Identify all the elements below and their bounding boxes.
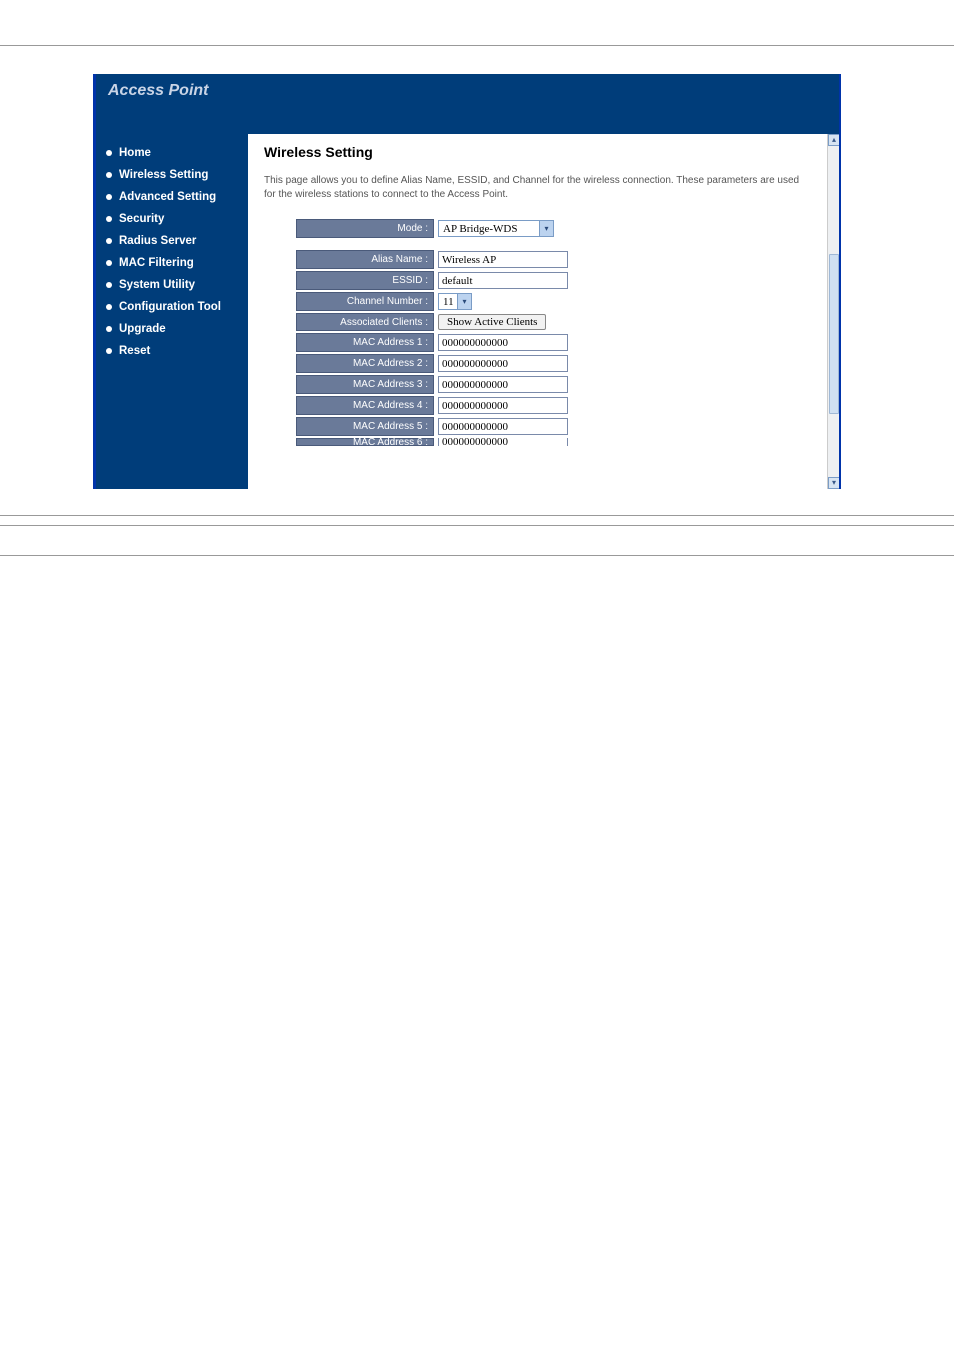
sidebar-item-label: Security: [119, 213, 164, 225]
show-active-clients-button[interactable]: Show Active Clients: [438, 314, 546, 330]
mac5-input[interactable]: [438, 418, 568, 435]
sidebar-item-home[interactable]: Home: [96, 142, 248, 164]
cell-mode: AP Bridge-WDS ▾: [434, 219, 656, 238]
sidebar-item-label: Radius Server: [119, 235, 196, 247]
bullet-icon: [106, 216, 112, 222]
mac4-input[interactable]: [438, 397, 568, 414]
bullet-icon: [106, 172, 112, 178]
sidebar-item-label: Advanced Setting: [119, 191, 216, 203]
sidebar-item-security[interactable]: Security: [96, 208, 248, 230]
label-mac4: MAC Address 4 :: [296, 396, 434, 415]
row-essid: ESSID :: [296, 271, 656, 290]
sidebar-item-label: Home: [119, 147, 151, 159]
label-mac3: MAC Address 3 :: [296, 375, 434, 394]
sidebar-item-label: Reset: [119, 345, 150, 357]
bullet-icon: [106, 304, 112, 310]
mode-select-value: AP Bridge-WDS: [439, 223, 539, 235]
sidebar-item-wireless-setting[interactable]: Wireless Setting: [96, 164, 248, 186]
bullet-icon: [106, 282, 112, 288]
row-mode: Mode : AP Bridge-WDS ▾: [296, 219, 656, 238]
row-mac4: MAC Address 4 :: [296, 396, 656, 415]
app-window: Access Point Home Wireless Setting Advan…: [93, 74, 841, 489]
cell-channel: 11 ▾: [434, 292, 656, 311]
cell-alias: [434, 250, 656, 269]
bullet-icon: [106, 194, 112, 200]
chevron-down-icon: ▾: [832, 479, 836, 487]
scrollbar[interactable]: ▴ ▾: [827, 134, 839, 489]
form-block: Mode : AP Bridge-WDS ▾ Alias Name :: [296, 219, 656, 446]
scroll-down-button[interactable]: ▾: [828, 477, 839, 489]
chevron-down-icon: ▾: [457, 294, 471, 309]
mac1-input[interactable]: [438, 334, 568, 351]
sidebar-item-label: Configuration Tool: [119, 301, 221, 313]
cell-mac3: [434, 375, 656, 394]
chevron-down-icon: ▾: [539, 221, 553, 236]
alias-input[interactable]: [438, 251, 568, 268]
sidebar-item-label: System Utility: [119, 279, 195, 291]
sidebar-item-configuration-tool[interactable]: Configuration Tool: [96, 296, 248, 318]
channel-select-value: 11: [439, 296, 457, 308]
cell-mac6: [434, 438, 656, 446]
label-mode: Mode :: [296, 219, 434, 238]
sidebar-item-upgrade[interactable]: Upgrade: [96, 318, 248, 340]
sidebar: Home Wireless Setting Advanced Setting S…: [96, 134, 248, 489]
page-title: Wireless Setting: [264, 144, 823, 160]
row-channel: Channel Number : 11 ▾: [296, 292, 656, 311]
sidebar-item-label: Upgrade: [119, 323, 166, 335]
scroll-thumb[interactable]: [829, 254, 839, 414]
sidebar-item-system-utility[interactable]: System Utility: [96, 274, 248, 296]
row-mac1: MAC Address 1 :: [296, 333, 656, 352]
row-alias: Alias Name :: [296, 250, 656, 269]
bullet-icon: [106, 238, 112, 244]
divider: [0, 525, 954, 527]
channel-select[interactable]: 11 ▾: [438, 293, 472, 310]
cell-mac5: [434, 417, 656, 436]
label-mac5: MAC Address 5 :: [296, 417, 434, 436]
divider: [0, 515, 954, 525]
sidebar-item-reset[interactable]: Reset: [96, 340, 248, 362]
cell-mac1: [434, 333, 656, 352]
label-mac6: MAC Address 6 :: [296, 438, 434, 446]
label-essid: ESSID :: [296, 271, 434, 290]
sidebar-item-label: MAC Filtering: [119, 257, 194, 269]
label-channel: Channel Number :: [296, 292, 434, 311]
bullet-icon: [106, 326, 112, 332]
mac6-input[interactable]: [438, 438, 568, 446]
mac2-input[interactable]: [438, 355, 568, 372]
label-alias: Alias Name :: [296, 250, 434, 269]
content-area: Wireless Setting This page allows you to…: [248, 134, 839, 489]
sidebar-item-mac-filtering[interactable]: MAC Filtering: [96, 252, 248, 274]
chevron-up-icon: ▴: [832, 136, 836, 144]
body-row: Home Wireless Setting Advanced Setting S…: [96, 134, 839, 489]
app-title: Access Point: [108, 82, 208, 100]
essid-input[interactable]: [438, 272, 568, 289]
row-mac6: MAC Address 6 :: [296, 438, 656, 446]
page-description: This page allows you to define Alias Nam…: [264, 174, 823, 201]
sidebar-item-radius-server[interactable]: Radius Server: [96, 230, 248, 252]
cell-mac4: [434, 396, 656, 415]
row-mac5: MAC Address 5 :: [296, 417, 656, 436]
cell-assoc: Show Active Clients: [434, 313, 656, 331]
bullet-icon: [106, 348, 112, 354]
cell-essid: [434, 271, 656, 290]
page-frame: Access Point Home Wireless Setting Advan…: [0, 45, 954, 556]
sidebar-item-label: Wireless Setting: [119, 169, 208, 181]
cell-mac2: [434, 354, 656, 373]
row-associated-clients: Associated Clients : Show Active Clients: [296, 313, 656, 331]
scroll-up-button[interactable]: ▴: [828, 134, 839, 146]
mac3-input[interactable]: [438, 376, 568, 393]
row-mac2: MAC Address 2 :: [296, 354, 656, 373]
mode-select[interactable]: AP Bridge-WDS ▾: [438, 220, 554, 237]
label-mac1: MAC Address 1 :: [296, 333, 434, 352]
bullet-icon: [106, 260, 112, 266]
row-mac3: MAC Address 3 :: [296, 375, 656, 394]
label-assoc: Associated Clients :: [296, 313, 434, 331]
label-mac2: MAC Address 2 :: [296, 354, 434, 373]
header-bar: Access Point: [96, 74, 839, 134]
sidebar-item-advanced-setting[interactable]: Advanced Setting: [96, 186, 248, 208]
bullet-icon: [106, 150, 112, 156]
